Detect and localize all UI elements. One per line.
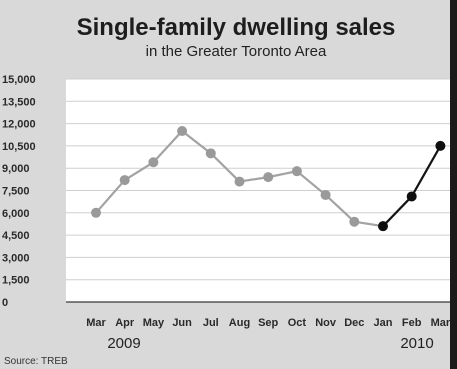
- data-point: [291, 166, 302, 177]
- x-tick-label: Feb: [402, 317, 422, 329]
- y-tick-label: 12,000: [2, 119, 36, 131]
- x-tick-label: Oct: [288, 317, 307, 329]
- chart-subtitle: in the Greater Toronto Area: [146, 43, 327, 60]
- y-tick-label: 13,500: [2, 96, 36, 108]
- data-point: [349, 216, 360, 227]
- data-point: [91, 207, 101, 218]
- y-tick-label: 0: [2, 297, 8, 309]
- y-tick-label: 4,500: [2, 230, 30, 242]
- x-tick-label: Dec: [344, 317, 364, 329]
- x-tick-label: Mar: [86, 317, 106, 329]
- chart-title: Single-family dwelling sales: [77, 14, 396, 41]
- x-tick-label: Jul: [203, 317, 219, 329]
- data-point: [378, 221, 388, 232]
- y-tick-label: 6,000: [2, 208, 30, 220]
- data-point: [263, 172, 274, 183]
- data-point: [406, 191, 417, 202]
- y-tick-label: 9,000: [2, 163, 30, 175]
- x-tick-label: Apr: [115, 317, 135, 329]
- x-tick-label: Aug: [229, 317, 250, 329]
- x-tick-label: Nov: [315, 317, 337, 329]
- x-tick-label: Jan: [374, 317, 393, 329]
- y-tick-label: 10,500: [2, 141, 36, 153]
- y-tick-label: 15,000: [2, 74, 36, 86]
- y-axis-tick-labels: 0 1,500 3,000 4,500 6,000 7,500 9,000 10,500 12,…: [2, 74, 36, 309]
- x-axis-tick-labels: Mar Apr May Jun Jul Aug Sep Oct Nov Dec Jan Feb Mar: [86, 317, 451, 329]
- x-tick-label: Jun: [172, 317, 192, 329]
- x-tick-label: Mar: [431, 317, 451, 329]
- data-point: [320, 189, 331, 200]
- source-note: Source: TREB: [4, 356, 68, 367]
- y-tick-label: 7,500: [2, 186, 30, 198]
- data-point: [177, 126, 188, 137]
- series-markers: [91, 126, 446, 232]
- y-tick-label: 3,000: [2, 252, 30, 264]
- data-point: [148, 157, 159, 168]
- data-point: [435, 140, 446, 151]
- x-tick-label: May: [143, 317, 165, 329]
- year-label-2009: 2009: [107, 335, 140, 352]
- x-tick-label: Sep: [258, 317, 278, 329]
- y-tick-label: 1,500: [2, 275, 30, 287]
- data-point: [119, 175, 130, 186]
- right-dark-strip: [450, 0, 457, 369]
- data-point: [234, 176, 245, 187]
- year-label-2010: 2010: [400, 335, 433, 352]
- grid-lines: [66, 78, 450, 303]
- data-point: [205, 148, 216, 159]
